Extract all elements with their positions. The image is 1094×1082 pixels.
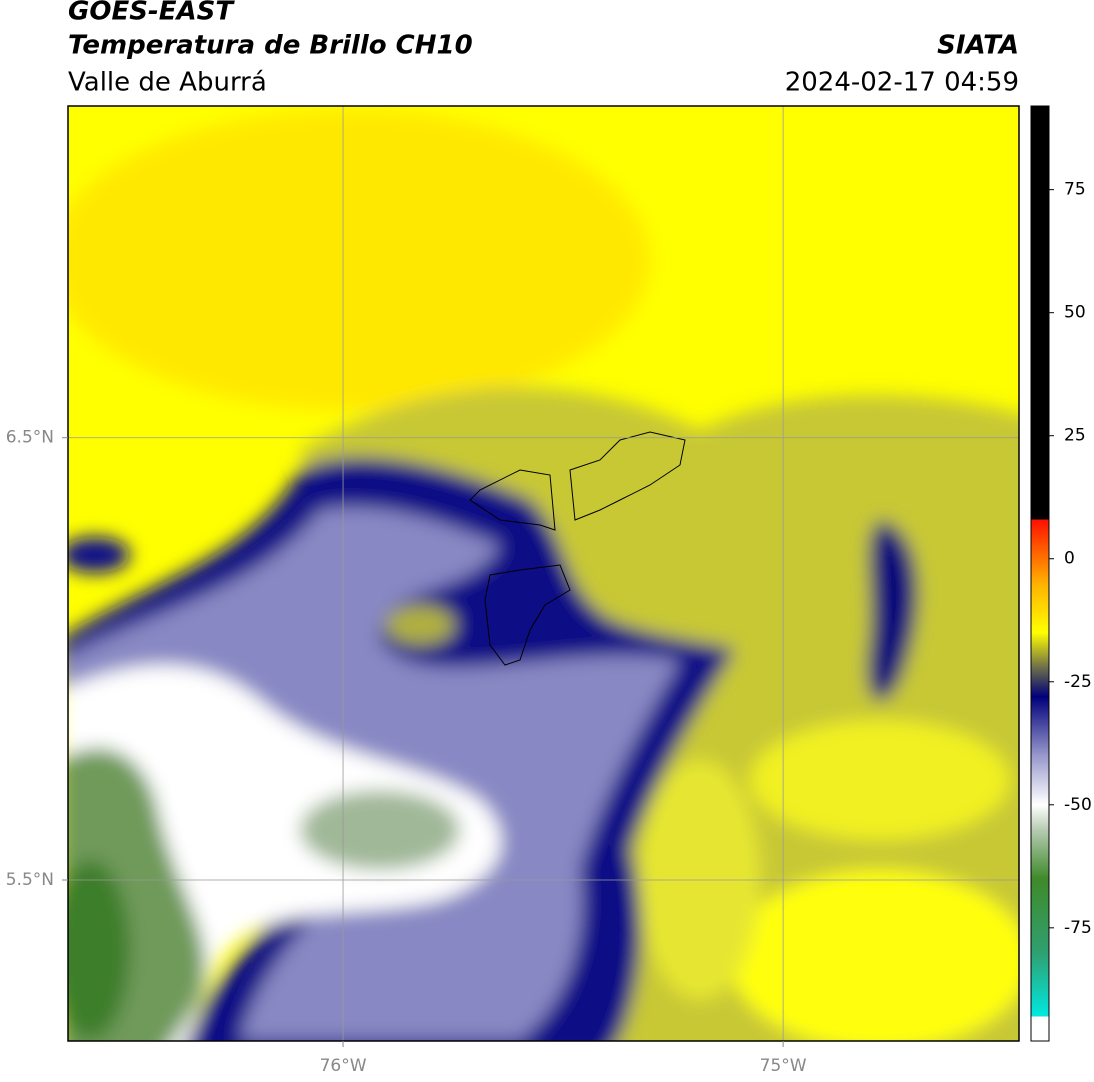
x-tick-label: 76°W (320, 1056, 367, 1076)
colorbar-tick-label: 25 (1064, 426, 1086, 446)
cloud-field (68, 110, 1019, 1041)
map-image (68, 106, 1019, 1041)
colorbar-tick-label: 75 (1064, 180, 1086, 200)
axes: 76°W 75°W 6.5°N 5.5°N 75 50 25 0 -25 -50 -75 (6, 180, 1092, 1076)
colorbar-tick-label: -25 (1064, 672, 1092, 692)
datetime: 2024-02-17 04:59 (785, 68, 1019, 98)
colorbar-tick-label: 50 (1064, 303, 1086, 323)
colorbar (1030, 105, 1050, 1042)
region: Valle de Aburrá (68, 68, 267, 98)
subtitle: Temperatura de Brillo CH10 (68, 31, 473, 61)
colorbar-tick-label: -75 (1064, 918, 1092, 938)
map-frame (67, 105, 1020, 1042)
y-tick-label: 6.5°N (6, 428, 54, 448)
colorbar-tick-label: -50 (1064, 795, 1092, 815)
grid (68, 106, 1019, 1041)
x-tick-label: 75°W (760, 1056, 807, 1076)
y-tick-label: 5.5°N (6, 870, 54, 890)
title: GOES-EAST (68, 0, 235, 27)
source: SIATA (937, 31, 1019, 61)
colorbar-tick-label: 0 (1064, 549, 1075, 569)
